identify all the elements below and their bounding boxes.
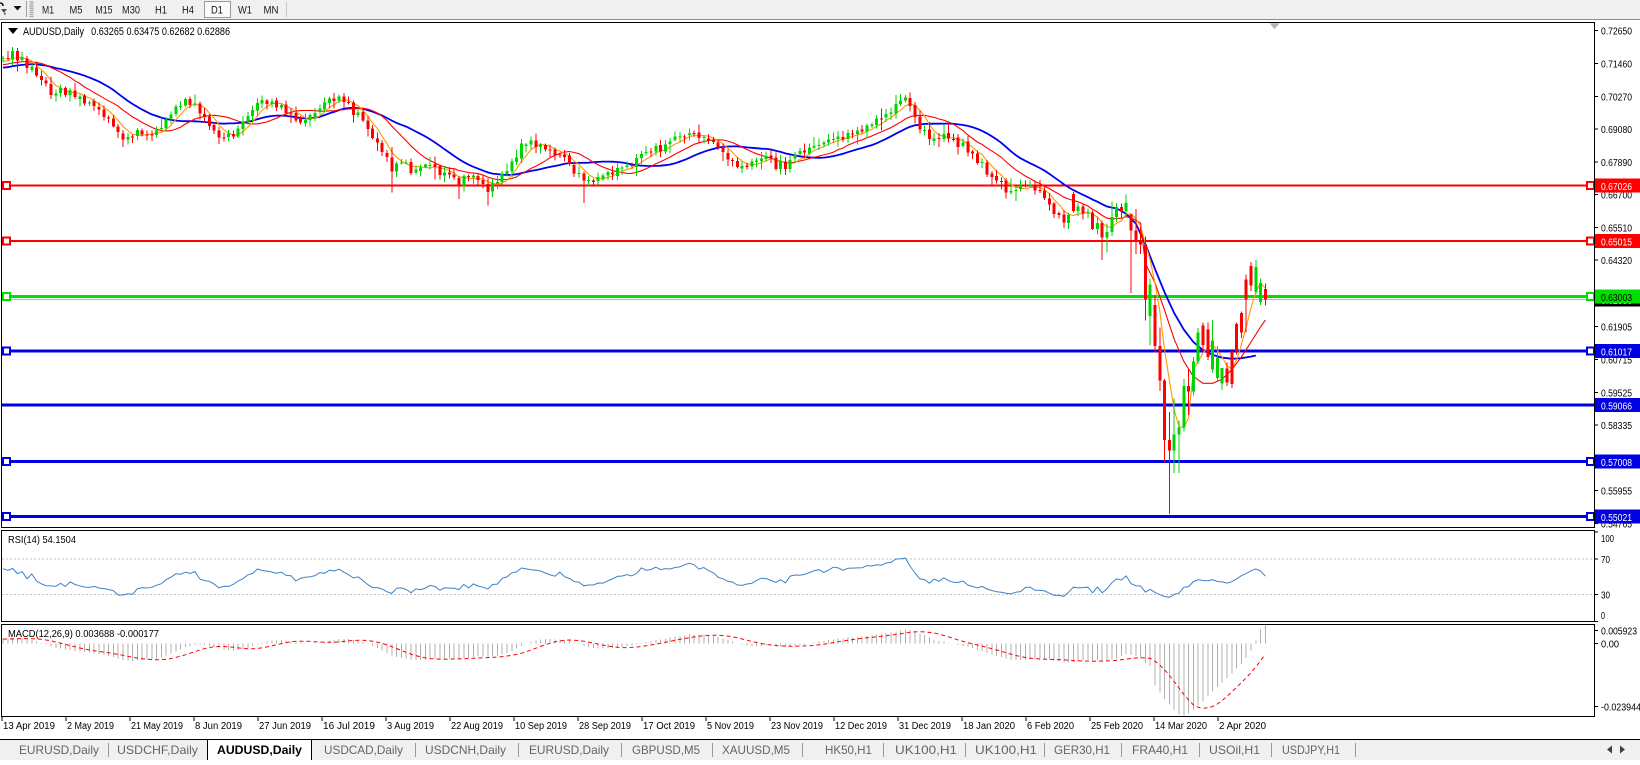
svg-text:0.61017: 0.61017 — [1601, 348, 1632, 359]
svg-text:22 Aug 2019: 22 Aug 2019 — [451, 721, 503, 732]
svg-text:0.57008: 0.57008 — [1601, 458, 1632, 469]
svg-text:0.65015: 0.65015 — [1601, 238, 1632, 249]
svg-text:0.71460: 0.71460 — [1601, 60, 1632, 71]
svg-text:18 Jan 2020: 18 Jan 2020 — [963, 721, 1015, 732]
svg-text:21 May 2019: 21 May 2019 — [131, 721, 183, 732]
svg-text:2 May 2019: 2 May 2019 — [67, 721, 114, 732]
svg-text:-0.023944: -0.023944 — [1601, 703, 1640, 714]
svg-text:GER30,H1: GER30,H1 — [1054, 743, 1110, 757]
svg-text:USDCNH,Daily: USDCNH,Daily — [425, 743, 506, 757]
svg-text:H4: H4 — [182, 5, 194, 17]
svg-text:H1: H1 — [155, 5, 167, 17]
svg-text:0.60715: 0.60715 — [1601, 356, 1632, 367]
svg-text:M15: M15 — [96, 5, 113, 17]
svg-text:EURUSD,Daily: EURUSD,Daily — [19, 743, 99, 757]
svg-text:0.55955: 0.55955 — [1601, 487, 1632, 498]
svg-text:0.65510: 0.65510 — [1601, 223, 1632, 234]
svg-text:0.59525: 0.59525 — [1601, 388, 1632, 399]
svg-text:AUDUSD,Daily: AUDUSD,Daily — [217, 743, 302, 757]
svg-text:0.66700: 0.66700 — [1601, 191, 1632, 202]
svg-text:2 Apr 2020: 2 Apr 2020 — [1219, 721, 1266, 732]
svg-text:0.69080: 0.69080 — [1601, 125, 1632, 136]
svg-text:27 Jun 2019: 27 Jun 2019 — [259, 721, 311, 732]
svg-text:25 Feb 2020: 25 Feb 2020 — [1091, 721, 1143, 732]
svg-text:0.67026: 0.67026 — [1601, 182, 1632, 193]
svg-text:USDCAD,Daily: USDCAD,Daily — [324, 743, 403, 757]
svg-text:0.55021: 0.55021 — [1601, 513, 1632, 524]
svg-text:UK100,H1: UK100,H1 — [895, 743, 957, 757]
svg-text:0.64320: 0.64320 — [1601, 256, 1632, 267]
svg-text:70: 70 — [1601, 555, 1610, 566]
svg-text:30: 30 — [1601, 591, 1610, 602]
svg-text:0.58335: 0.58335 — [1601, 421, 1632, 432]
svg-text:16 Jul 2019: 16 Jul 2019 — [323, 721, 375, 732]
svg-text:HK50,H1: HK50,H1 — [825, 743, 872, 757]
svg-text:W1: W1 — [238, 5, 252, 17]
svg-text:M5: M5 — [70, 5, 83, 17]
svg-text:10 Sep 2019: 10 Sep 2019 — [515, 721, 567, 732]
svg-text:0.54765: 0.54765 — [1601, 519, 1632, 530]
svg-text:UK100,H1: UK100,H1 — [975, 743, 1037, 757]
svg-text:23 Nov 2019: 23 Nov 2019 — [771, 721, 823, 732]
svg-text:0.63003: 0.63003 — [1601, 293, 1632, 304]
svg-text:6 Feb 2020: 6 Feb 2020 — [1027, 721, 1074, 732]
svg-text:GBPUSD,M5: GBPUSD,M5 — [632, 743, 700, 757]
svg-text:MN: MN — [264, 5, 279, 17]
svg-text:17 Oct 2019: 17 Oct 2019 — [643, 721, 695, 732]
svg-text:14 Mar 2020: 14 Mar 2020 — [1155, 721, 1207, 732]
svg-text:31 Dec 2019: 31 Dec 2019 — [899, 721, 951, 732]
svg-text:0.61905: 0.61905 — [1601, 323, 1632, 334]
svg-text:0.72650: 0.72650 — [1601, 27, 1632, 38]
svg-text:0.00: 0.00 — [1601, 639, 1619, 650]
svg-text:USDCHF,Daily: USDCHF,Daily — [117, 743, 198, 757]
svg-text:M30: M30 — [122, 5, 140, 17]
svg-text:5 Nov 2019: 5 Nov 2019 — [707, 721, 754, 732]
svg-text:0: 0 — [1601, 611, 1605, 622]
svg-text:USOil,H1: USOil,H1 — [1209, 743, 1260, 757]
svg-text:USDJPY,H1: USDJPY,H1 — [1282, 743, 1340, 757]
svg-text:8 Jun 2019: 8 Jun 2019 — [195, 721, 242, 732]
svg-text:28 Sep 2019: 28 Sep 2019 — [579, 721, 631, 732]
svg-text:100: 100 — [1601, 534, 1614, 545]
svg-text:XAUUSD,M5: XAUUSD,M5 — [722, 743, 790, 757]
svg-text:FRA40,H1: FRA40,H1 — [1132, 743, 1188, 757]
svg-text:0.005923: 0.005923 — [1601, 627, 1637, 638]
svg-text:M1: M1 — [42, 5, 54, 17]
svg-text:D1: D1 — [211, 5, 223, 17]
svg-text:0.67890: 0.67890 — [1601, 158, 1632, 169]
svg-text:13 Apr 2019: 13 Apr 2019 — [3, 721, 55, 732]
svg-text:MACD(12,26,9) 0.003688 -0.0001: MACD(12,26,9) 0.003688 -0.000177 — [8, 629, 159, 640]
svg-text:AUDUSD,Daily 0.63265 0.63475: AUDUSD,Daily 0.63265 0.63475 0.62682 0.6… — [23, 26, 230, 38]
svg-text:3 Aug 2019: 3 Aug 2019 — [387, 721, 434, 732]
svg-text:0.70270: 0.70270 — [1601, 92, 1632, 103]
svg-text:EURUSD,Daily: EURUSD,Daily — [529, 743, 609, 757]
svg-text:RSI(14) 54.1504: RSI(14) 54.1504 — [8, 535, 76, 546]
svg-text:0.59066: 0.59066 — [1601, 401, 1632, 412]
svg-text:12 Dec 2019: 12 Dec 2019 — [835, 721, 887, 732]
